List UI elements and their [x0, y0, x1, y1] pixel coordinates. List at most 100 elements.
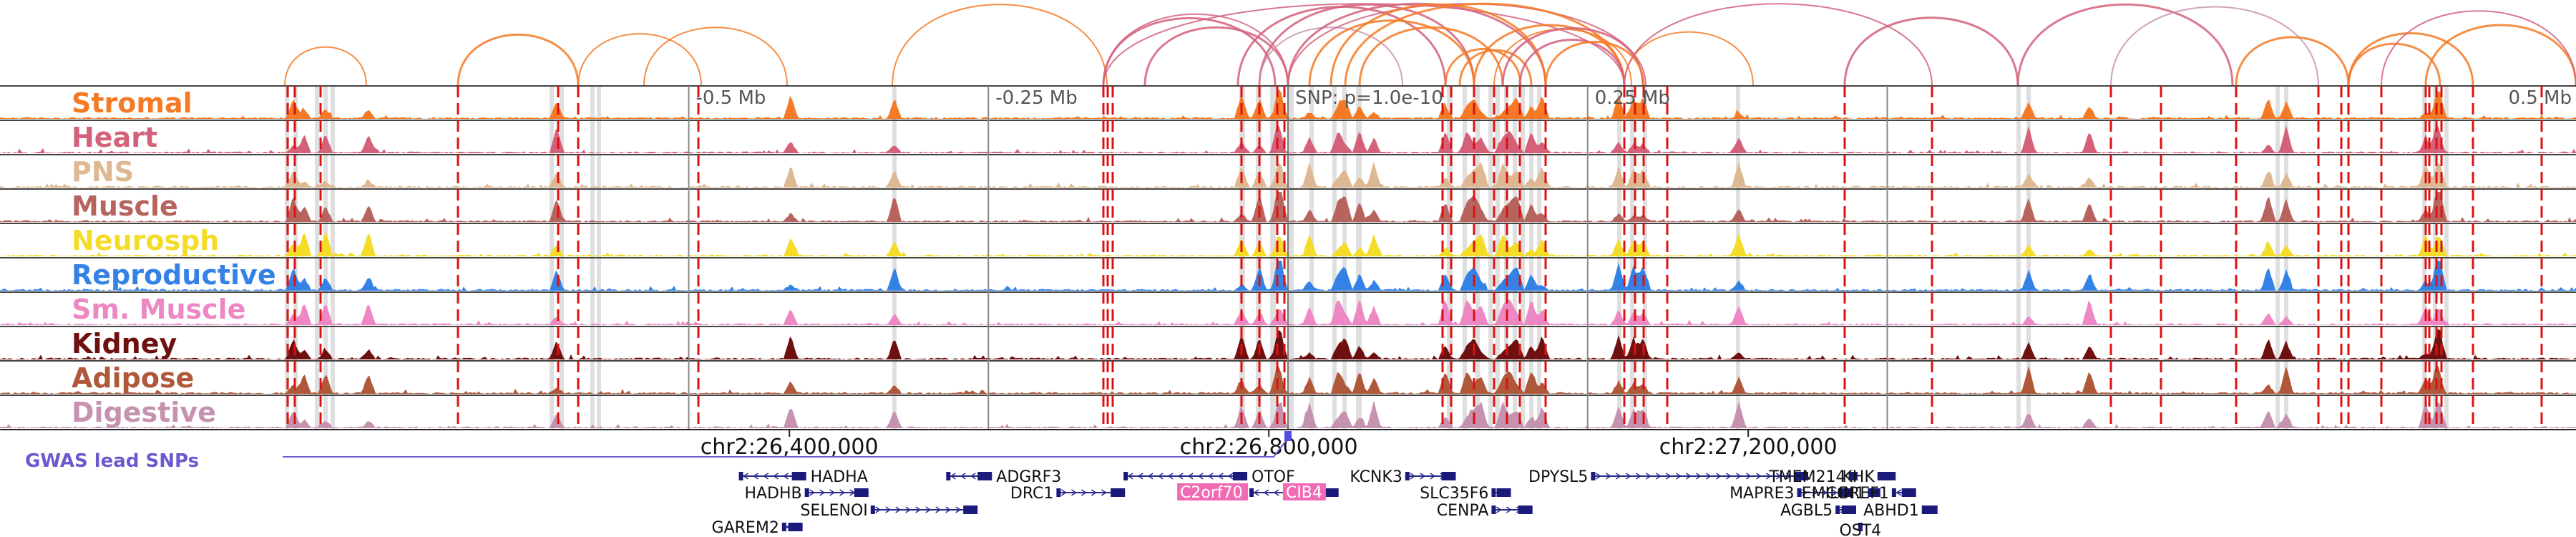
gene-label: CGREF1	[1826, 485, 1889, 503]
scale-bar: -0.5 Mb -0.25 Mb 0.25 Mb 0.5 Mb SNP: p=1.0e-…	[688, 86, 2572, 430]
strand-arrow	[1812, 489, 1818, 496]
scale-label: -0.25 Mb	[995, 87, 1077, 109]
gene: SELENOI	[800, 502, 978, 520]
track-label: Adipose	[72, 362, 194, 394]
strand-arrow	[1606, 473, 1611, 480]
exon	[1869, 488, 1880, 497]
strand-arrow	[1091, 489, 1097, 496]
loop-arc	[2016, 3, 2234, 87]
gene-label: TMEM214	[1768, 468, 1845, 486]
exon	[1881, 472, 1896, 480]
loop-arc	[1518, 38, 1626, 87]
loop-arc	[1259, 26, 1403, 87]
strand-arrow	[1716, 473, 1722, 480]
loop-arc	[1103, 13, 1289, 87]
gene: ABHD1	[1863, 502, 1938, 520]
loop-arc	[284, 46, 367, 87]
strand-arrow	[1263, 489, 1269, 496]
exon	[1838, 488, 1853, 497]
loop-arc	[1624, 3, 1933, 87]
gene: DPYSL5	[1528, 468, 1808, 486]
strand-arrow	[945, 506, 952, 513]
gene: OST4	[1839, 522, 1881, 537]
track-label: Sm. Muscle	[72, 294, 245, 325]
scale-label: -0.5 Mb	[696, 87, 766, 109]
loop-arc	[1258, 3, 1475, 87]
track-label: Digestive	[72, 397, 216, 428]
strand-arrow	[1060, 489, 1067, 496]
gene-label: SLC35F6	[1420, 485, 1488, 503]
strand-arrow	[1626, 473, 1631, 480]
scale-label: 0.5 Mb	[2508, 87, 2572, 109]
gene-label: OST4	[1839, 522, 1881, 537]
gene-label: CENPA	[1437, 502, 1489, 520]
strand-arrow	[905, 506, 912, 513]
strand-arrow	[955, 506, 962, 513]
track-label: Heart	[72, 122, 157, 153]
exon	[1056, 488, 1061, 497]
gene: SLC35F6	[1420, 485, 1511, 503]
exon	[1891, 488, 1896, 497]
coordinate-axis: chr2:26,400,000 chr2:26,800,000 chr2:27,20…	[0, 429, 2576, 460]
exon	[1441, 472, 1456, 480]
strand-arrow	[1776, 473, 1782, 480]
strand-arrow	[1786, 473, 1792, 480]
track-label: PNS	[72, 156, 134, 188]
gene-label: ABHD1	[1863, 502, 1919, 520]
strand-arrow	[1420, 473, 1426, 480]
strand-arrow	[1430, 473, 1436, 480]
strand-arrow	[743, 473, 748, 480]
strand-arrow	[753, 473, 758, 480]
gene: TMEM214	[1768, 468, 1858, 486]
strand-arrow	[1187, 473, 1194, 480]
strand-arrow	[809, 489, 816, 496]
strand-arrow	[1646, 473, 1652, 480]
gene-label: EMILIN1	[1802, 485, 1865, 503]
strand-arrow	[1273, 489, 1279, 496]
gene: CIB4	[1282, 483, 1339, 502]
strand-arrow	[1496, 506, 1502, 513]
gene-label: KCNK3	[1350, 468, 1402, 486]
strand-arrow	[1616, 473, 1621, 480]
strand-arrow	[1766, 473, 1772, 480]
strand-arrow	[935, 506, 942, 513]
track-label: Stromal	[72, 87, 192, 119]
loop-arc	[1358, 26, 1504, 87]
gene: AGBL5	[1780, 502, 1856, 520]
strand-arrow	[1822, 489, 1828, 496]
strand-arrow	[1746, 473, 1752, 480]
gwas-track: GWAS lead SNPs	[25, 431, 1292, 472]
signal-tracks: StromalHeartPNSMuscleNeurosphReproductiv…	[0, 85, 2576, 430]
gwas-connector	[283, 437, 1289, 458]
strand-arrow	[1656, 473, 1662, 480]
track-label: Reproductive	[72, 259, 276, 291]
track-label: Muscle	[72, 190, 178, 222]
gene-label: C2orf70	[1180, 484, 1243, 502]
exon	[1249, 488, 1254, 497]
exon	[1923, 505, 1938, 514]
strand-arrow	[895, 506, 902, 513]
exon	[1111, 488, 1126, 497]
gene-label: HADHA	[811, 468, 868, 486]
gene-label: SELENOI	[800, 502, 867, 520]
loop-arc	[1458, 49, 1533, 87]
exon	[738, 472, 743, 480]
strand-arrow	[1177, 473, 1184, 480]
strand-arrow	[1736, 473, 1742, 480]
loop-arc	[2235, 36, 2350, 87]
strand-arrow	[885, 506, 892, 513]
strand-arrow	[839, 489, 846, 496]
strand-arrow	[970, 473, 976, 480]
gene-label: MAPRE3	[1729, 485, 1794, 503]
gene: ADGRF3	[946, 468, 1061, 486]
exon	[781, 523, 786, 531]
strand-arrow	[1207, 473, 1214, 480]
exon	[1405, 472, 1410, 480]
exon	[1491, 505, 1496, 514]
loop-arc	[1843, 16, 2019, 87]
exon	[1901, 488, 1916, 497]
strand-arrow	[1756, 473, 1762, 480]
exon	[870, 505, 875, 514]
